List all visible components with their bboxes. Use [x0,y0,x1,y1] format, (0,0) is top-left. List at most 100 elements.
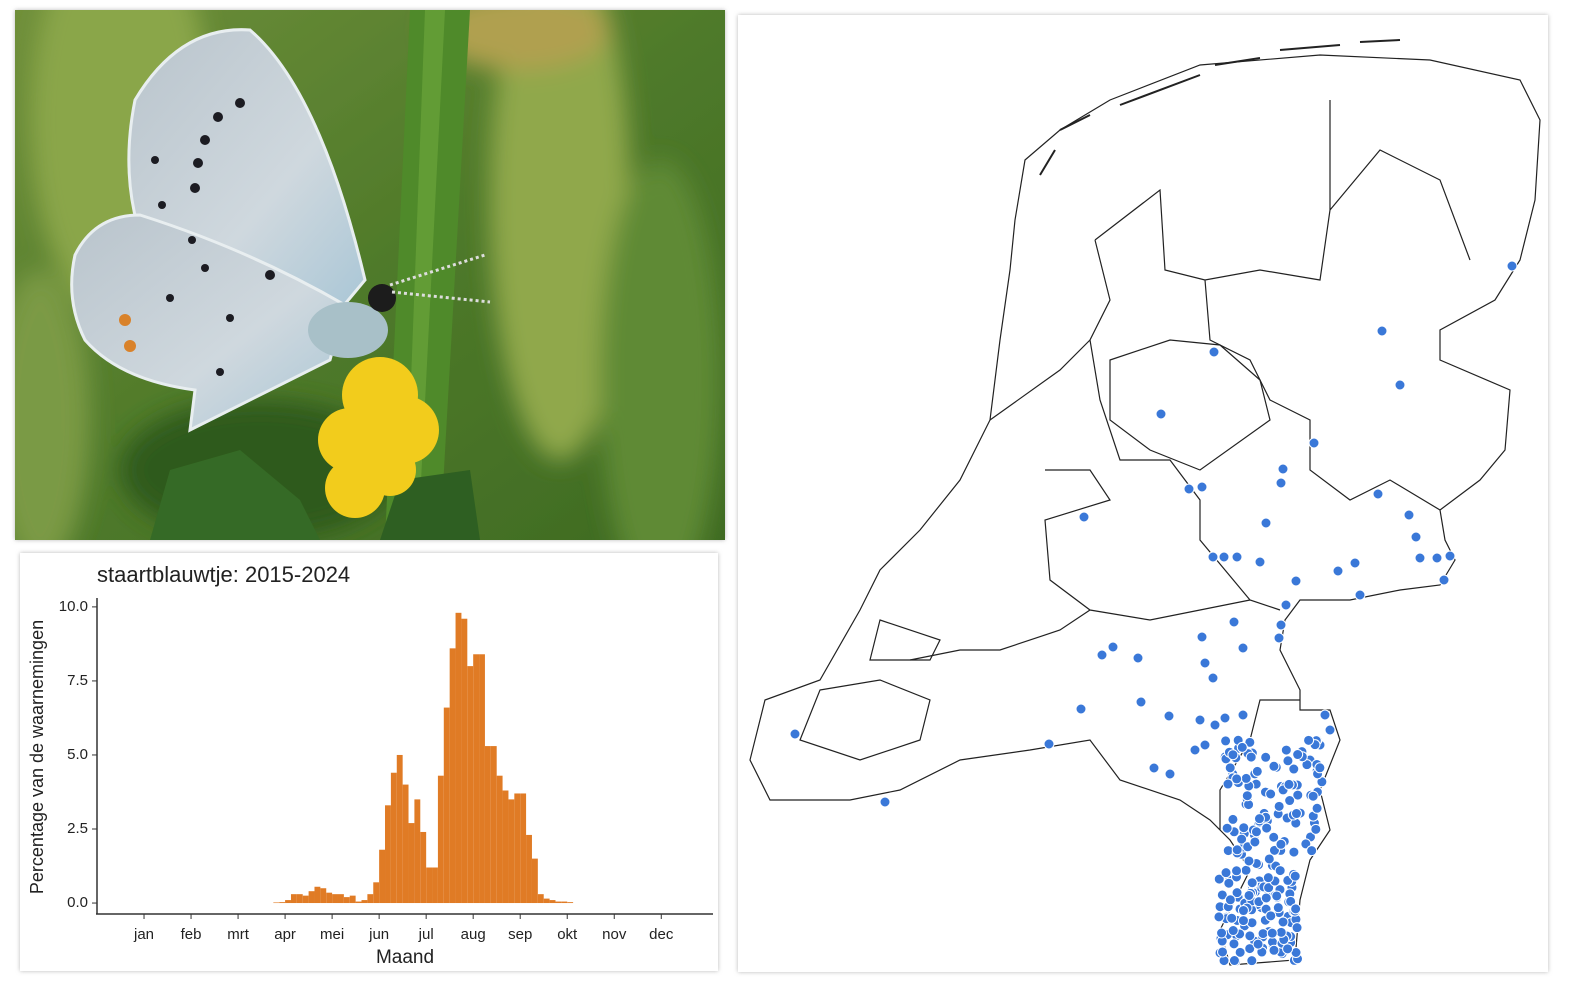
observation-dot [1231,844,1243,856]
bar [308,891,315,904]
chart: staartblauwtje: 2015-2024 Percentage van… [27,562,713,968]
observation-dot [1155,408,1167,420]
bar [408,823,415,904]
observation-dot [1237,915,1249,927]
observation-dot [1236,741,1248,753]
bar [326,892,333,904]
bar [367,894,374,904]
bar [432,867,438,904]
observation-dot [1288,846,1300,858]
observation-dot [1216,927,1228,939]
bar [561,901,568,904]
observation-dot [1241,790,1253,802]
observation-dot [1243,799,1255,811]
observation-dot [1277,463,1289,475]
bar [555,901,562,904]
observation-dot [1217,946,1229,958]
observation-dot [1194,714,1206,726]
observation-dot [1283,778,1295,790]
observation-dot [1288,763,1300,775]
observation-dot [1303,734,1315,746]
observation-dot [1306,845,1318,857]
observation-dot [1245,751,1257,763]
observation-dot [1273,800,1285,812]
bar [337,894,344,904]
bar [437,775,444,904]
observation-dot [1324,724,1336,736]
observation-dot [1268,944,1280,956]
bar [520,793,527,904]
observation-dot [1410,531,1422,543]
observation-dot [1244,930,1256,942]
observation-dot [1444,550,1456,562]
country-outline [749,54,1541,966]
observation-dot [1265,788,1277,800]
observation-dot [1394,379,1406,391]
x-tick-label: jun [368,926,389,943]
observation-dot [1135,696,1147,708]
observation-dot [1228,616,1240,628]
observation-dot [1431,552,1443,564]
bar [543,898,550,904]
bar [414,799,421,904]
observation-dot [1183,483,1195,495]
observation-dot [1265,910,1277,922]
bar [490,746,497,904]
observation-dot [1438,574,1450,586]
observation-dot [1236,833,1248,845]
observation-dot [1107,641,1119,653]
observation-dot [1252,938,1264,950]
observation-dot [1196,631,1208,643]
bar [320,888,327,904]
observation-dot [1372,488,1384,500]
observation-dot [1216,889,1228,901]
x-tick-label: mei [320,926,344,943]
observation-dot [1075,703,1087,715]
zeeland [799,619,941,761]
observation-dot [1249,836,1261,848]
observation-dot [1243,855,1255,867]
x-axis-label: Maand [376,947,434,968]
observation-dot [1228,955,1240,967]
observation-dot [1277,916,1289,928]
observation-dot [1261,822,1273,834]
bar [279,902,286,904]
bar [420,831,427,904]
x-tick-label: nov [602,926,627,943]
observation-dot [1209,719,1221,731]
observation-dot [1289,870,1301,882]
bar [443,707,450,904]
observation-dot [1227,925,1239,937]
observation-dot [1506,260,1518,272]
bar [349,895,356,904]
observation-dot [1224,894,1236,906]
observation-dot [1250,826,1262,838]
bar [396,754,403,904]
observation-dot [1238,822,1250,834]
bar [537,894,544,904]
x-tick-label: feb [181,926,202,943]
observation-dot [1307,790,1319,802]
observation-dot [1290,903,1302,915]
map-panel [738,15,1548,972]
observation-dot [1257,928,1269,940]
bar [455,612,462,904]
observation-dot [1284,795,1296,807]
x-tick-label: aug [461,926,486,943]
observation-dot [1189,744,1201,756]
observation-dot [1199,739,1211,751]
observation-dot [1251,765,1263,777]
bar [302,895,309,904]
bar [390,772,397,904]
bar [502,790,509,904]
observation-dot [1231,551,1243,563]
observation-dot [1218,551,1230,563]
observation-dot [1224,762,1236,774]
x-tick-label: jan [133,926,154,943]
bar [567,902,574,904]
y-tick-label: 7.5 [67,672,88,689]
observation-dot [789,728,801,740]
x-tick-label: sep [508,926,532,943]
observation-dot [1240,772,1252,784]
